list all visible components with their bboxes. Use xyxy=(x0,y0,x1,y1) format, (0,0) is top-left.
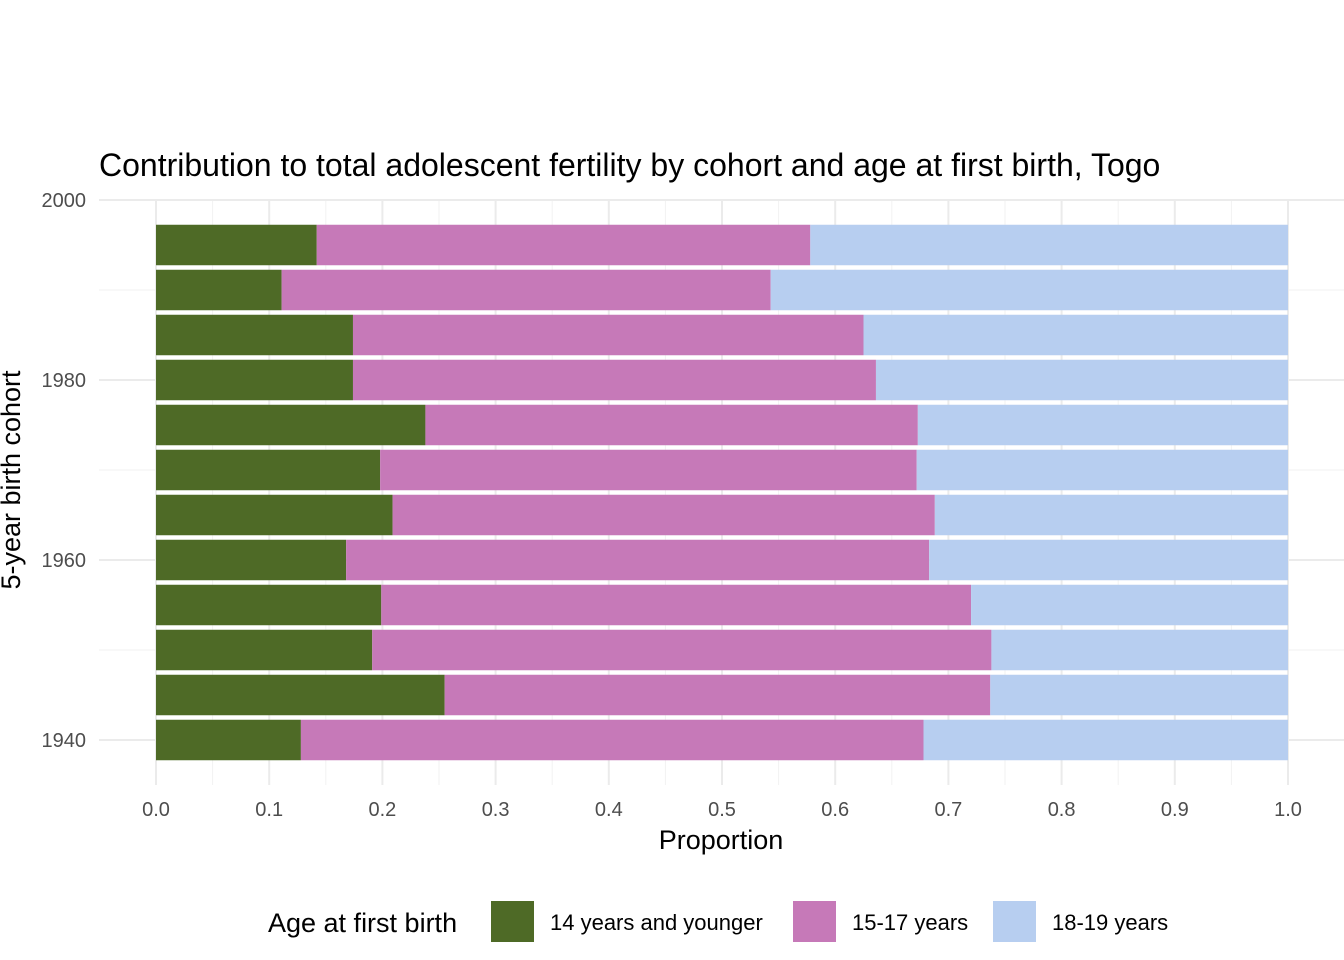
x-tick-label: 0.2 xyxy=(368,799,396,821)
y-tick-label: 1960 xyxy=(42,550,87,572)
bar-segment-3-cohort-1995 xyxy=(810,224,1288,266)
x-tick-label: 0.3 xyxy=(482,799,510,821)
bar-segment-1-cohort-1990 xyxy=(156,269,282,311)
legend-title: Age at first birth xyxy=(268,908,457,938)
bar-segment-1-cohort-1945 xyxy=(156,674,445,716)
x-tick-label: 0.0 xyxy=(142,799,170,821)
bar-segment-2-cohort-1975 xyxy=(425,404,918,446)
bar-segment-1-cohort-1950 xyxy=(156,629,373,671)
legend-key-3 xyxy=(993,901,1036,942)
y-axis-title: 5-year birth cohort xyxy=(0,370,26,590)
bar-segment-2-cohort-1995 xyxy=(316,224,811,266)
legend-label-1: 14 years and younger xyxy=(550,910,763,935)
y-tick-label: 1980 xyxy=(42,370,87,392)
bar-segment-3-cohort-1945 xyxy=(990,674,1288,716)
x-tick-label: 0.7 xyxy=(934,799,962,821)
bar-segment-1-cohort-1980 xyxy=(156,359,353,401)
bar-segment-2-cohort-1990 xyxy=(281,269,771,311)
bar-segment-2-cohort-1980 xyxy=(352,359,876,401)
bar-segment-1-cohort-1995 xyxy=(156,224,317,266)
bar-segment-3-cohort-1955 xyxy=(971,584,1288,626)
x-axis-title: Proportion xyxy=(659,825,784,855)
bar-segment-3-cohort-1980 xyxy=(875,359,1288,401)
bar-segment-1-cohort-1985 xyxy=(156,314,353,356)
bar-segment-3-cohort-1965 xyxy=(934,494,1288,536)
bar-segment-1-cohort-1965 xyxy=(156,494,393,536)
x-tick-label: 0.5 xyxy=(708,799,736,821)
x-axis-ticks: 0.0 0.1 0.2 0.3 0.4 0.5 0.6 0.7 0.8 0.9 1.0 xyxy=(142,799,1302,821)
x-tick-label: 1.0 xyxy=(1274,799,1302,821)
x-tick-label: 0.8 xyxy=(1048,799,1076,821)
chart-title: Contribution to total adolescent fertili… xyxy=(99,147,1160,183)
bar-segment-2-cohort-1965 xyxy=(392,494,935,536)
bar-segment-2-cohort-1970 xyxy=(380,449,917,491)
bar-segment-2-cohort-1940 xyxy=(300,719,924,761)
bar-segment-3-cohort-1960 xyxy=(929,539,1288,581)
bar-segment-1-cohort-1960 xyxy=(156,539,347,581)
bar-segment-3-cohort-1985 xyxy=(863,314,1288,356)
x-tick-label: 0.1 xyxy=(255,799,283,821)
bar-segment-3-cohort-1940 xyxy=(923,719,1288,761)
x-tick-label: 0.6 xyxy=(821,799,849,821)
legend-key-2 xyxy=(793,901,836,942)
legend-key-1 xyxy=(491,901,534,942)
bar-segment-2-cohort-1945 xyxy=(444,674,991,716)
y-tick-label: 2000 xyxy=(42,190,87,212)
bar-segment-1-cohort-1975 xyxy=(156,404,426,446)
x-tick-label: 0.4 xyxy=(595,799,623,821)
bars xyxy=(156,224,1288,761)
x-tick-label: 0.9 xyxy=(1161,799,1189,821)
bar-segment-2-cohort-1960 xyxy=(346,539,930,581)
bar-segment-1-cohort-1940 xyxy=(156,719,301,761)
bar-segment-3-cohort-1975 xyxy=(917,404,1288,446)
bar-segment-1-cohort-1970 xyxy=(156,449,381,491)
bar-segment-1-cohort-1955 xyxy=(156,584,382,626)
bar-segment-2-cohort-1985 xyxy=(352,314,864,356)
bar-segment-2-cohort-1955 xyxy=(381,584,972,626)
legend-label-2: 15-17 years xyxy=(852,910,968,935)
bar-segment-2-cohort-1950 xyxy=(372,629,992,671)
bar-segment-3-cohort-1970 xyxy=(916,449,1288,491)
legend-label-3: 18-19 years xyxy=(1052,910,1168,935)
legend: Age at first birth 14 years and younger 1… xyxy=(268,901,1168,942)
bar-segment-3-cohort-1990 xyxy=(770,269,1288,311)
y-axis-ticks: 1940 1960 1980 2000 xyxy=(42,190,87,752)
y-tick-label: 1940 xyxy=(42,730,87,752)
bar-segment-3-cohort-1950 xyxy=(991,629,1288,671)
